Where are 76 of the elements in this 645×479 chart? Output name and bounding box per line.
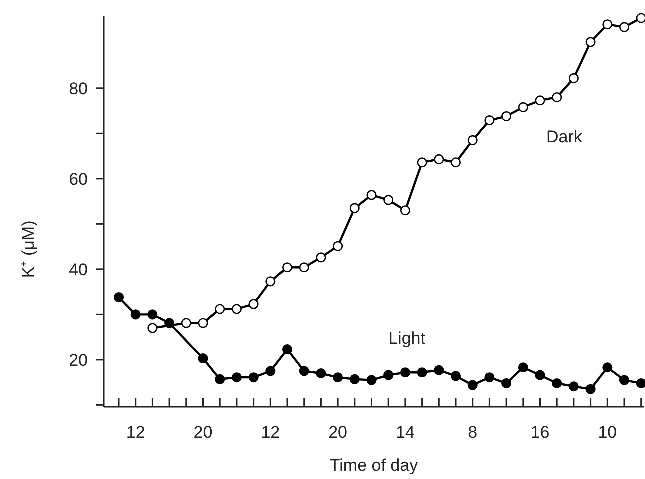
point	[434, 365, 444, 376]
point	[586, 37, 596, 48]
point	[232, 372, 242, 383]
point	[198, 354, 208, 364]
point	[114, 292, 124, 302]
point	[282, 262, 293, 273]
point	[248, 372, 259, 383]
point	[602, 362, 613, 373]
point	[502, 378, 512, 388]
point	[434, 154, 444, 164]
point	[468, 380, 478, 390]
point	[282, 344, 293, 355]
y-axis-title: K⁺ (μM)	[19, 220, 38, 278]
point	[535, 96, 546, 106]
point	[366, 375, 377, 386]
point	[181, 318, 192, 328]
point	[552, 92, 562, 102]
point	[568, 73, 579, 84]
point	[568, 382, 579, 392]
point	[619, 22, 630, 32]
point	[417, 158, 428, 168]
x-tick-label: 12	[126, 423, 146, 442]
x-tick-label: 16	[530, 423, 550, 442]
y-tick-label: 80	[69, 79, 88, 98]
point	[602, 20, 613, 30]
point	[619, 375, 630, 386]
point	[299, 262, 310, 273]
point	[636, 378, 645, 388]
x-tick-label: 8	[468, 423, 478, 442]
x-tick-label: 20	[328, 423, 348, 442]
x-axis-title: Time of day	[330, 456, 419, 475]
series-label: Dark	[546, 128, 583, 147]
point	[350, 374, 360, 384]
point	[333, 372, 344, 383]
point	[248, 299, 259, 310]
x-tick-label: 10	[598, 423, 618, 442]
x-tick-label: 14	[396, 423, 415, 442]
point	[215, 304, 226, 314]
point	[502, 111, 512, 122]
y-tick-label: 60	[69, 170, 88, 189]
point	[198, 318, 208, 328]
point	[350, 203, 360, 214]
point	[484, 372, 495, 383]
point	[130, 310, 141, 320]
point	[450, 371, 462, 382]
point	[384, 370, 394, 380]
point	[316, 252, 326, 263]
point	[333, 241, 344, 252]
point	[535, 370, 546, 380]
point	[484, 116, 495, 126]
y-tick-label: 20	[69, 350, 88, 370]
point	[366, 190, 377, 200]
point	[400, 206, 410, 216]
y-tick-label: 40	[69, 260, 88, 280]
point	[384, 195, 394, 206]
point	[148, 323, 158, 334]
point	[400, 368, 410, 378]
x-tick-label: 20	[194, 423, 213, 442]
point	[164, 318, 175, 328]
point	[299, 366, 310, 376]
point	[266, 276, 276, 287]
point	[148, 310, 158, 320]
point	[518, 362, 528, 373]
point	[316, 368, 326, 379]
point	[552, 378, 562, 388]
x-tick-label: 12	[261, 423, 280, 442]
point	[215, 374, 226, 384]
series-label: Light	[388, 329, 426, 348]
point	[417, 368, 428, 378]
point	[636, 13, 645, 24]
point	[586, 384, 596, 394]
point	[450, 158, 462, 168]
point	[232, 304, 242, 314]
point	[518, 102, 528, 112]
point	[266, 366, 276, 376]
point	[468, 135, 478, 146]
